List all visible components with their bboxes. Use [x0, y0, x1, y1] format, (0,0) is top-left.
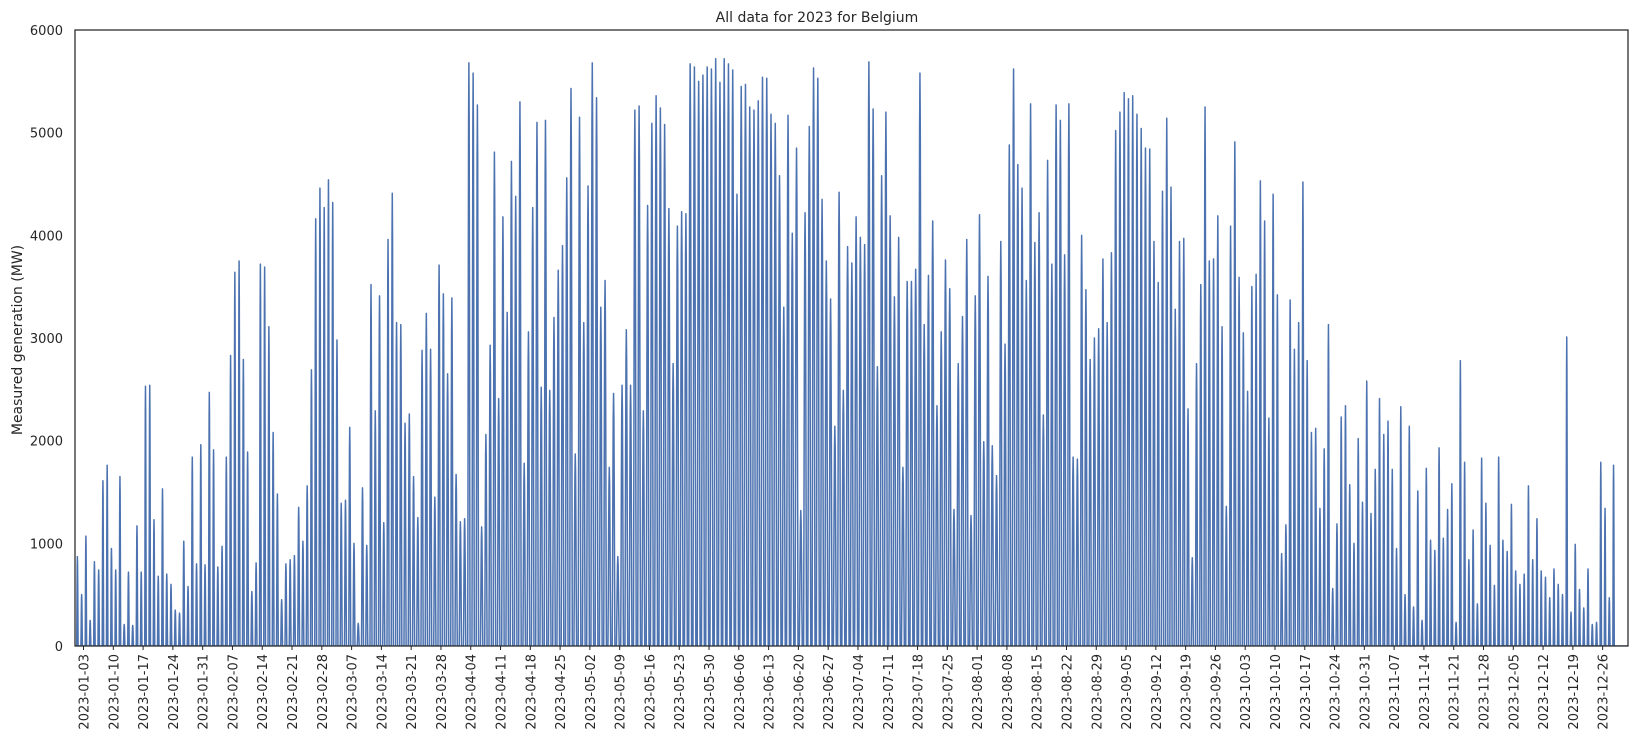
x-tick-label: 2023-06-06	[733, 654, 748, 730]
x-tick-label: 2023-03-14	[375, 654, 390, 730]
x-tick-label: 2023-10-24	[1329, 654, 1344, 730]
x-tick-label: 2023-10-31	[1358, 654, 1373, 730]
x-tick-label: 2023-01-03	[78, 654, 93, 730]
x-tick-label: 2023-06-20	[792, 654, 807, 730]
x-tick-label: 2023-04-11	[495, 654, 510, 730]
x-tick-label: 2023-04-25	[554, 654, 569, 730]
x-tick-label: 2023-07-11	[882, 654, 897, 730]
y-tick-label: 1000	[30, 537, 63, 552]
y-tick-label: 4000	[30, 229, 63, 244]
x-tick-label: 2023-12-05	[1507, 654, 1522, 730]
x-tick-label: 2023-06-13	[763, 654, 778, 730]
x-tick-label: 2023-11-14	[1418, 654, 1433, 730]
y-tick-label: 0	[55, 640, 63, 655]
x-tick-label: 2023-07-04	[852, 654, 867, 730]
plot-area	[75, 58, 1628, 646]
x-tick-label: 2023-11-21	[1448, 654, 1463, 730]
chart-title: All data for 2023 for Belgium	[716, 10, 919, 26]
x-tick-label: 2023-05-09	[614, 654, 629, 730]
x-tick-label: 2023-09-26	[1209, 654, 1224, 730]
y-tick-label: 2000	[30, 435, 63, 450]
x-tick-label: 2023-05-30	[703, 654, 718, 730]
x-tick-label: 2023-03-28	[435, 654, 450, 730]
x-tick-label: 2023-11-28	[1477, 654, 1492, 730]
x-tick-label: 2023-08-01	[971, 654, 986, 730]
x-tick-label: 2023-01-31	[197, 654, 212, 730]
x-tick-label: 2023-01-10	[107, 654, 122, 730]
x-tick-label: 2023-02-21	[286, 654, 301, 730]
x-tick-label: 2023-09-12	[1150, 654, 1165, 730]
x-tick-label: 2023-03-21	[405, 654, 420, 730]
x-tick-label: 2023-07-18	[912, 654, 927, 730]
y-axis-title: Measured generation (MW)	[10, 245, 26, 435]
x-axis: 2023-01-03 2023-01-10 2023-01-17 2023-01-24…	[78, 646, 1612, 730]
series-line	[75, 58, 1628, 646]
y-tick-label: 6000	[30, 24, 63, 39]
x-tick-label: 2023-05-16	[643, 654, 658, 730]
y-tick-label: 3000	[30, 332, 63, 347]
x-tick-label: 2023-01-24	[167, 654, 182, 730]
x-tick-label: 2023-02-14	[256, 654, 271, 730]
x-tick-label: 2023-10-17	[1299, 654, 1314, 730]
x-tick-label: 2023-04-04	[465, 654, 480, 730]
x-tick-label: 2023-07-25	[941, 654, 956, 730]
x-tick-label: 2023-09-19	[1180, 654, 1195, 730]
y-tick-label: 5000	[30, 127, 63, 142]
x-tick-label: 2023-08-29	[1090, 654, 1105, 730]
x-tick-label: 2023-04-18	[524, 654, 539, 730]
x-tick-label: 2023-05-23	[673, 654, 688, 730]
x-tick-label: 2023-02-28	[316, 654, 331, 730]
x-tick-label: 2023-12-12	[1537, 654, 1552, 730]
x-tick-label: 2023-08-08	[1001, 654, 1016, 730]
x-tick-label: 2023-02-07	[226, 654, 241, 730]
plot-frame	[74, 29, 1629, 647]
x-tick-label: 2023-03-07	[346, 654, 361, 730]
x-tick-label: 2023-11-07	[1388, 654, 1403, 730]
y-axis: 0 1000 2000 3000 4000 5000 6000	[30, 24, 63, 655]
x-tick-label: 2023-12-26	[1597, 654, 1612, 730]
x-tick-label: 2023-08-15	[1031, 654, 1046, 730]
x-tick-label: 2023-12-19	[1567, 654, 1582, 730]
x-tick-label: 2023-10-03	[1239, 654, 1254, 730]
x-tick-label: 2023-05-02	[584, 654, 599, 730]
x-tick-label: 2023-09-05	[1120, 654, 1135, 730]
x-tick-label: 2023-06-27	[822, 654, 837, 730]
x-tick-label: 2023-01-17	[137, 654, 152, 730]
x-tick-label: 2023-10-10	[1269, 654, 1284, 730]
x-tick-label: 2023-08-22	[1060, 654, 1075, 730]
